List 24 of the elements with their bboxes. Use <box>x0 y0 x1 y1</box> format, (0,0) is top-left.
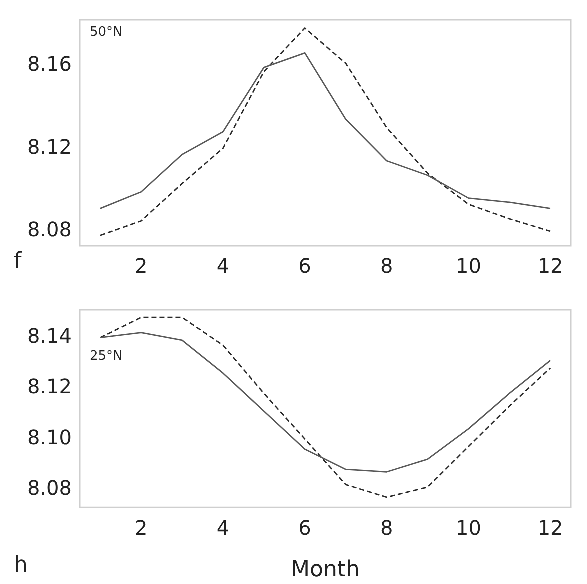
x-tick-label: 2 <box>135 254 148 278</box>
y-tick-label: 8.16 <box>27 52 72 76</box>
x-tick-label: 6 <box>298 516 312 540</box>
text: h <box>14 553 28 578</box>
y-tick-label: 8.12 <box>27 374 72 399</box>
x-tick-label: 12 <box>538 516 564 540</box>
text: f <box>14 249 23 274</box>
annotation: 25°N <box>90 348 123 364</box>
y-tick-label: 8.08 <box>27 218 72 242</box>
x-tick-label: 4 <box>216 254 230 278</box>
y-tick-label: 8.10 <box>27 425 72 450</box>
y-tick-label: 8.14 <box>27 324 72 348</box>
x-tick-label: 10 <box>456 254 482 278</box>
annotation: 50°N <box>90 24 123 40</box>
x-axis-title: Month <box>291 558 360 583</box>
y-tick-label: 8.12 <box>27 134 72 159</box>
x-tick-label: 8 <box>380 516 394 540</box>
x-tick-label: 8 <box>380 254 394 278</box>
x-tick-label: 12 <box>538 254 564 278</box>
x-tick-label: 6 <box>298 254 312 278</box>
x-tick-label: 10 <box>456 516 482 540</box>
y-tick-label: 8.08 <box>27 476 72 500</box>
x-tick-label: 4 <box>216 516 230 540</box>
x-tick-label: 2 <box>135 516 148 540</box>
